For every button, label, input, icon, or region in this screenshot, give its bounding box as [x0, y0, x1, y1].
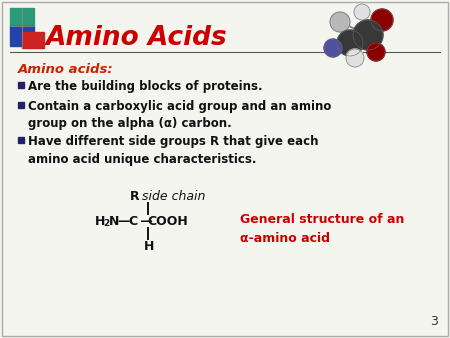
Bar — [18, 137, 24, 143]
Circle shape — [354, 4, 370, 20]
Text: Contain a carboxylic acid group and an amino
group on the alpha (α) carbon.: Contain a carboxylic acid group and an a… — [28, 100, 331, 130]
Bar — [18, 102, 24, 108]
Circle shape — [371, 9, 393, 31]
Circle shape — [367, 43, 385, 61]
Text: 2: 2 — [103, 219, 109, 228]
Text: R: R — [130, 190, 144, 203]
Text: —: — — [117, 215, 130, 228]
Circle shape — [346, 49, 364, 67]
Text: H: H — [95, 215, 105, 228]
Text: —: — — [136, 215, 153, 228]
Circle shape — [353, 20, 383, 50]
Circle shape — [337, 30, 363, 56]
Bar — [22, 32, 44, 48]
Text: Have different side groups R that give each
amino acid unique characteristics.: Have different side groups R that give e… — [28, 135, 319, 166]
Text: 3: 3 — [430, 315, 438, 328]
Text: N: N — [109, 215, 119, 228]
Text: C: C — [128, 215, 137, 228]
Text: side chain: side chain — [142, 190, 205, 203]
Bar — [10, 26, 34, 46]
Bar — [10, 8, 34, 26]
Bar — [18, 82, 24, 88]
Text: H: H — [144, 240, 154, 253]
Text: Amino Acids: Amino Acids — [46, 25, 228, 51]
Text: COOH: COOH — [147, 215, 188, 228]
Text: Amino acids:: Amino acids: — [18, 63, 113, 76]
FancyBboxPatch shape — [2, 2, 448, 336]
Text: General structure of an
α-amino acid: General structure of an α-amino acid — [240, 213, 405, 245]
Circle shape — [324, 39, 342, 57]
Circle shape — [330, 12, 350, 32]
Text: Are the building blocks of proteins.: Are the building blocks of proteins. — [28, 80, 263, 93]
